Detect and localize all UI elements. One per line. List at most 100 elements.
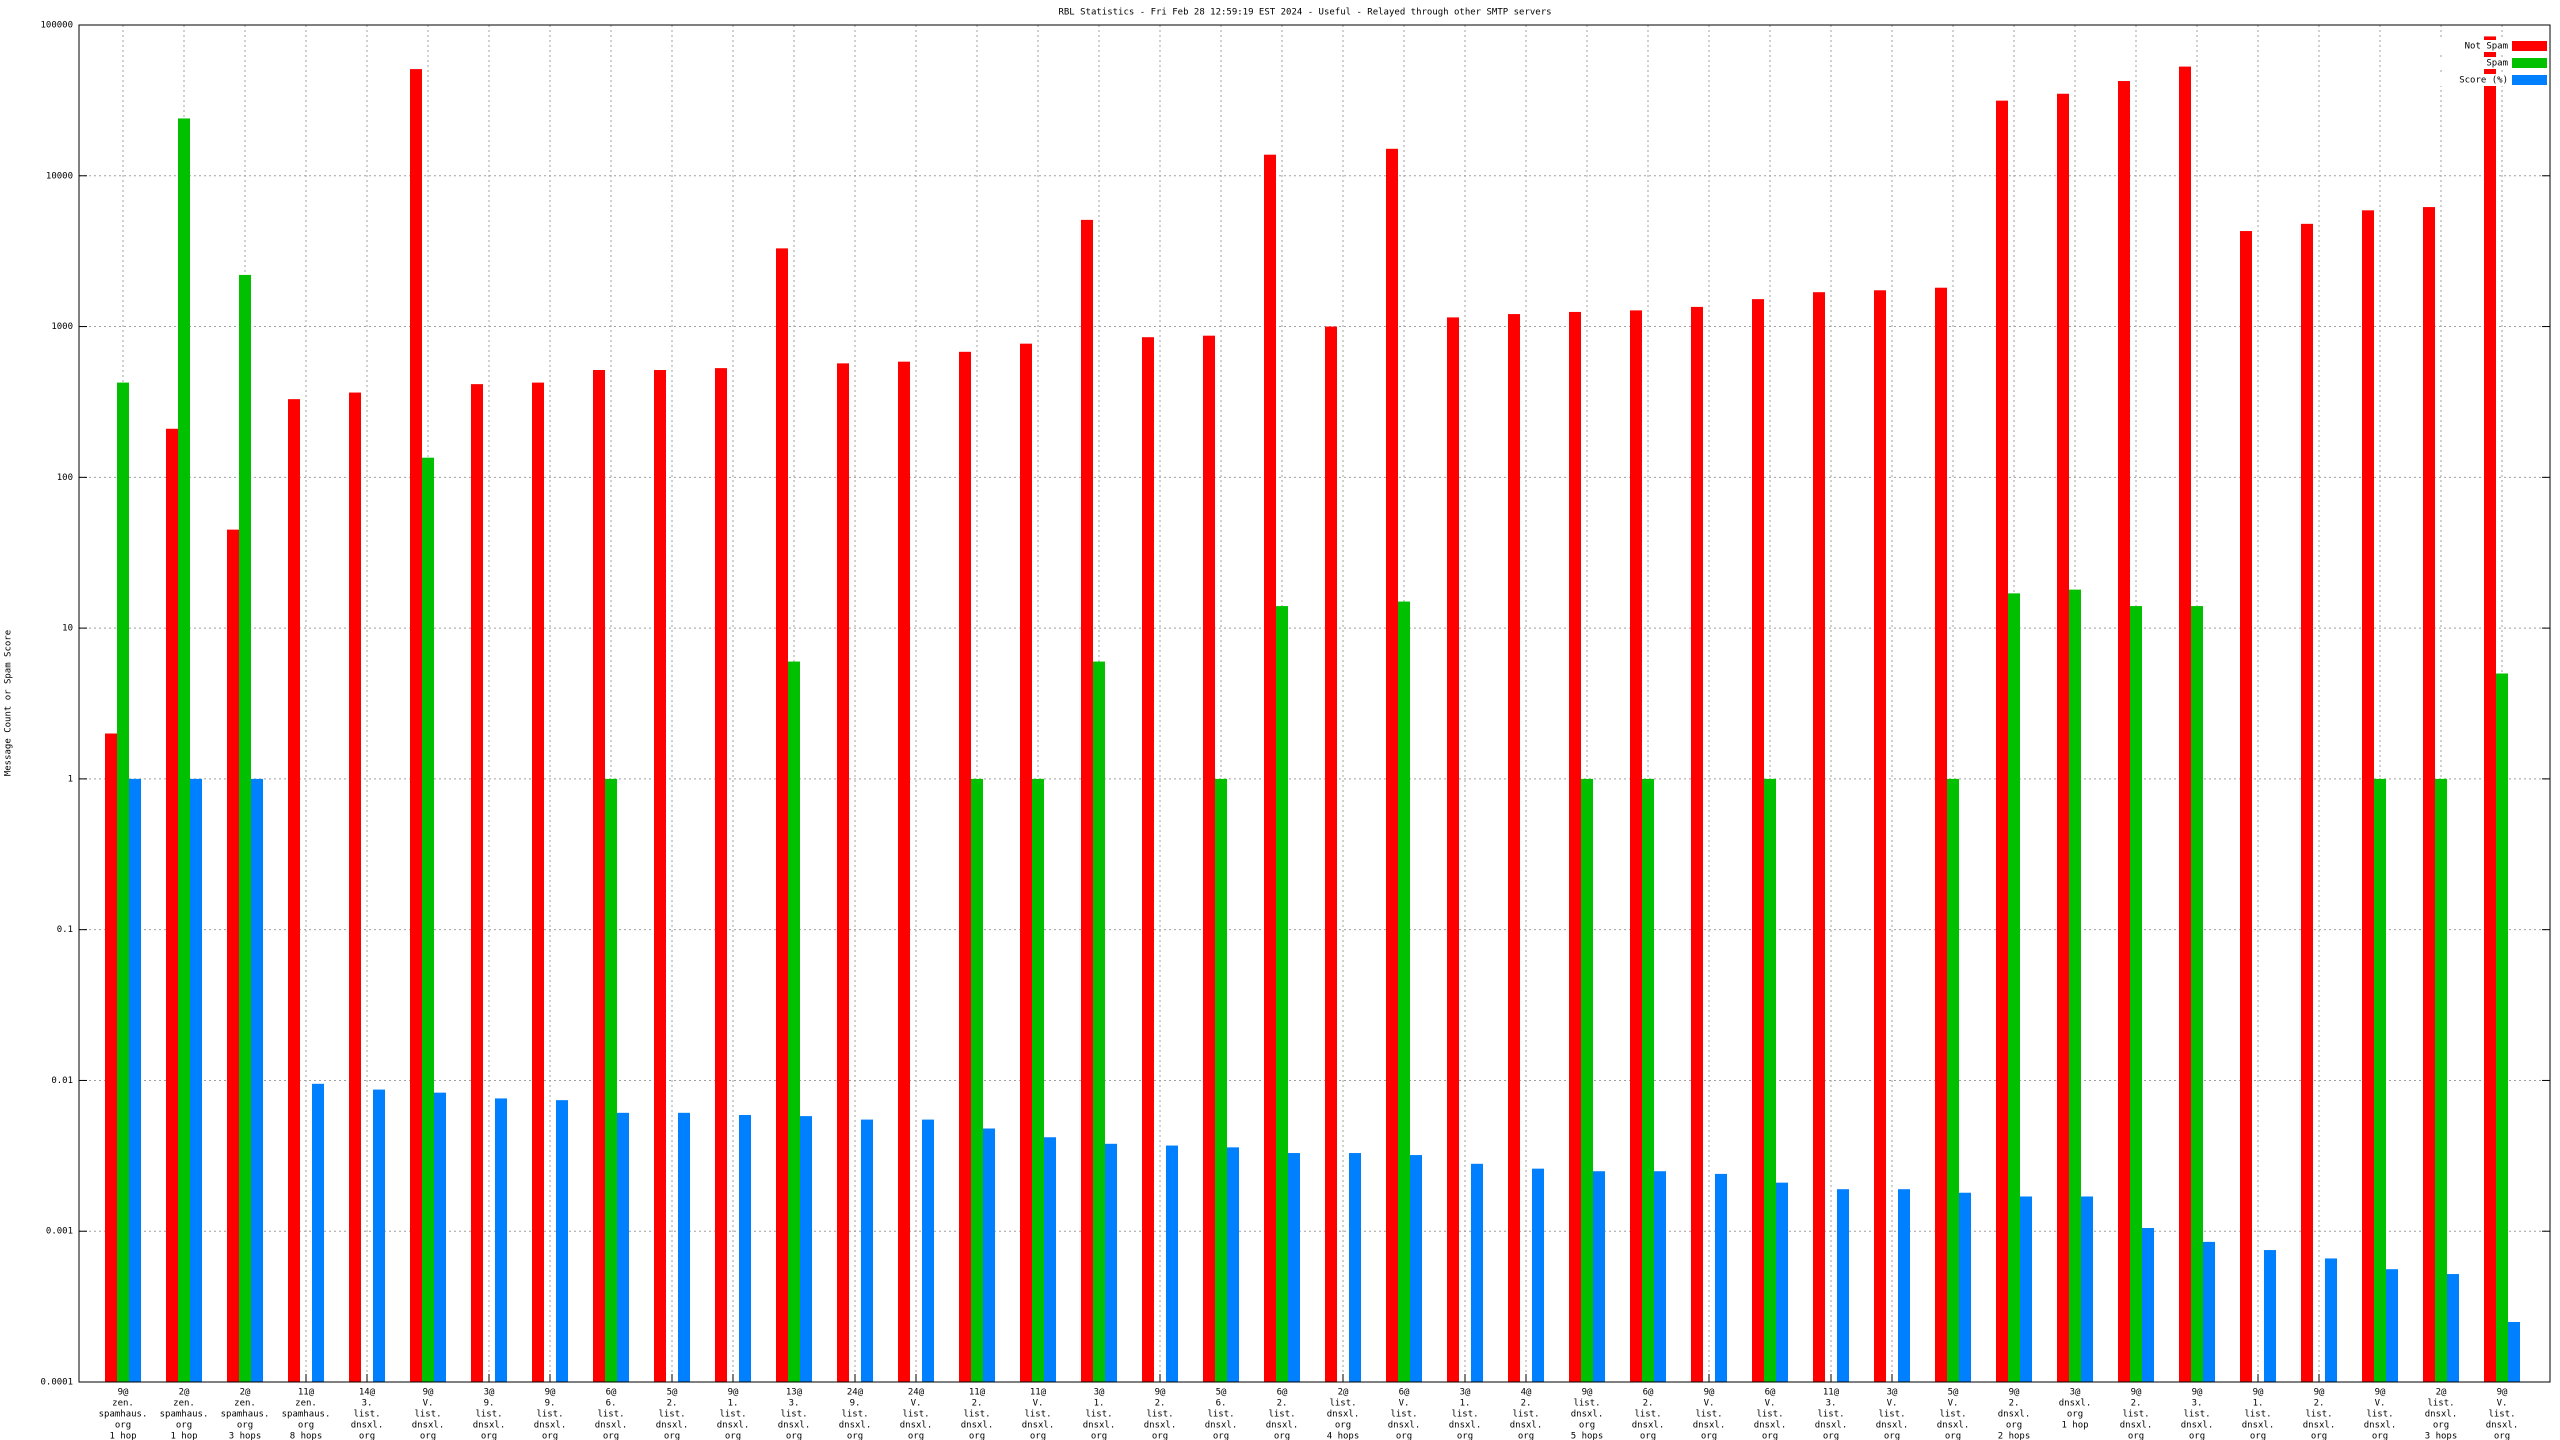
x-tick-label: dnsxl. (595, 1421, 628, 1431)
bar (117, 382, 129, 1382)
x-tick-label: zen. (173, 1399, 195, 1409)
x-tick-label: org (481, 1432, 497, 1440)
x-tick-label: org (969, 1432, 985, 1440)
x-tick-label: 8 hops (290, 1432, 323, 1440)
bar (678, 1112, 690, 1382)
bar (983, 1128, 995, 1382)
bar (1935, 287, 1947, 1382)
bar (617, 1112, 629, 1382)
bar (2191, 606, 2203, 1382)
x-tick-label: 5@ (667, 1388, 678, 1398)
x-tick-label: dnsxl. (1754, 1421, 1787, 1431)
x-tick-label: org (420, 1432, 436, 1440)
bar (898, 361, 910, 1382)
bar (2508, 1321, 2520, 1382)
x-tick-label: 2@ (179, 1388, 190, 1398)
bar (2179, 66, 2191, 1382)
x-tick-label: list. (2122, 1410, 2149, 1420)
x-tick-label: dnsxl. (1937, 1421, 1970, 1431)
x-tick-label: 2. (972, 1399, 983, 1409)
x-tick-label: org (359, 1432, 375, 1440)
bar (349, 392, 361, 1382)
bar (2118, 81, 2130, 1383)
x-tick-label: list. (963, 1410, 990, 1420)
x-tick-label: spamhaus. (282, 1410, 331, 1420)
x-tick-label: list. (414, 1410, 441, 1420)
x-tick-label: 13@ (786, 1388, 803, 1398)
x-tick-label: dnsxl. (351, 1421, 384, 1431)
x-tick-label: list. (2427, 1399, 2454, 1409)
x-tick-label: 9. (850, 1399, 861, 1409)
x-tick-label: list. (1817, 1410, 1844, 1420)
bar (532, 382, 544, 1382)
bar (2301, 223, 2313, 1383)
y-tick-label: 0.001 (46, 1227, 73, 1237)
x-tick-label: list. (1695, 1410, 1722, 1420)
x-tick-label: org (1457, 1432, 1473, 1440)
x-tick-label: list. (1085, 1410, 1112, 1420)
x-tick-label: spamhaus. (160, 1410, 209, 1420)
x-tick-label: 2. (2314, 1399, 2325, 1409)
bar (2020, 1196, 2032, 1382)
x-tick-label: list. (780, 1410, 807, 1420)
x-tick-label: 6@ (1399, 1388, 1410, 1398)
x-tick-label: org (2433, 1421, 2449, 1431)
bar (288, 399, 300, 1382)
x-tick-label: dnsxl. (2242, 1421, 2275, 1431)
bar (1630, 310, 1642, 1383)
x-tick-label: dnsxl. (961, 1421, 994, 1431)
x-tick-label: list. (2488, 1410, 2515, 1420)
bar (1105, 1143, 1117, 1382)
x-tick-label: V. (911, 1399, 922, 1409)
bar (971, 778, 983, 1382)
bar (2484, 36, 2496, 1383)
legend-swatch (2512, 41, 2547, 51)
x-tick-label: 9@ (118, 1388, 129, 1398)
x-tick-label: 3@ (1460, 1388, 1471, 1398)
x-tick-label: dnsxl. (2120, 1421, 2153, 1431)
x-tick-label: dnsxl. (717, 1421, 750, 1431)
bar (1264, 154, 1276, 1382)
bar (1398, 601, 1410, 1382)
x-tick-label: 9@ (728, 1388, 739, 1398)
x-tick-label: 1 hop (109, 1432, 136, 1440)
x-tick-label: org (2128, 1432, 2144, 1440)
bar (1471, 1163, 1483, 1382)
x-tick-label: list. (1878, 1410, 1905, 1420)
x-tick-label: org (1396, 1432, 1412, 1440)
bar (605, 778, 617, 1382)
x-tick-label: 5@ (1216, 1388, 1227, 1398)
x-tick-label: org (2494, 1432, 2510, 1440)
bar (1947, 778, 1959, 1382)
bar (1215, 778, 1227, 1382)
bar (2142, 1228, 2154, 1382)
bar (251, 778, 263, 1382)
x-tick-label: list. (1756, 1410, 1783, 1420)
bar (312, 1083, 324, 1382)
x-tick-label: 5 hops (1571, 1432, 1604, 1440)
bar (2130, 606, 2142, 1382)
bar (1642, 778, 1654, 1382)
bar (1349, 1153, 1361, 1382)
x-tick-label: org (1274, 1432, 1290, 1440)
bar (1044, 1137, 1056, 1382)
x-tick-label: dnsxl. (1815, 1421, 1848, 1431)
bar (2203, 1241, 2215, 1382)
bar (2374, 778, 2386, 1382)
bar (861, 1119, 873, 1382)
x-tick-label: list. (2366, 1410, 2393, 1420)
x-tick-label: dnsxl. (656, 1421, 689, 1431)
x-tick-label: org (2372, 1432, 2388, 1440)
x-tick-label: org (1518, 1432, 1534, 1440)
x-tick-label: 2@ (2436, 1388, 2447, 1398)
y-tick-label: 10 (62, 624, 73, 634)
x-tick-label: 11@ (969, 1388, 986, 1398)
x-tick-label: org (2250, 1432, 2266, 1440)
bar (1325, 326, 1337, 1382)
x-tick-label: dnsxl. (2364, 1421, 2397, 1431)
x-tick-label: org (237, 1421, 253, 1431)
bar (1776, 1182, 1788, 1382)
bar (166, 428, 178, 1382)
bar (1203, 335, 1215, 1383)
x-tick-label: dnsxl. (839, 1421, 872, 1431)
